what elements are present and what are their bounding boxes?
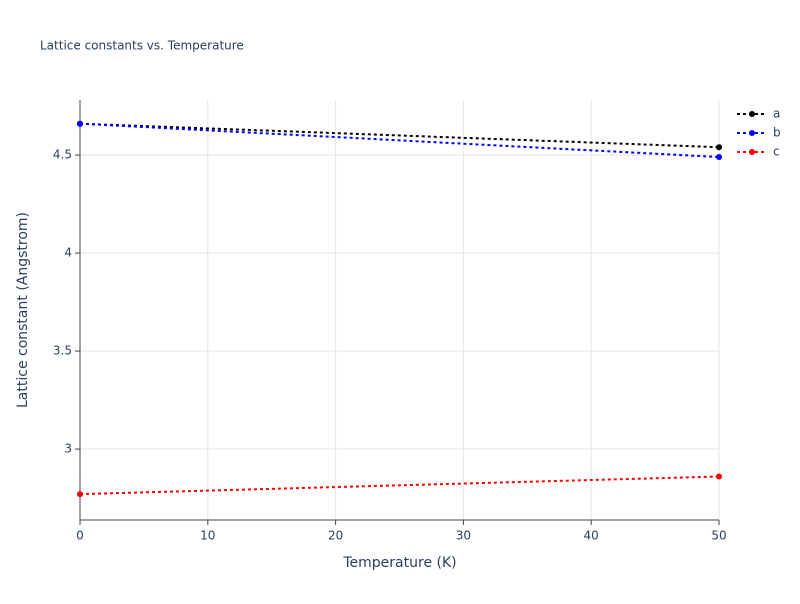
x-tick-label: 0 — [76, 529, 84, 543]
y-tick-label: 4 — [64, 246, 72, 260]
x-axis-title: Temperature (K) — [342, 555, 456, 571]
x-tick-label: 50 — [711, 529, 726, 543]
legend-marker — [749, 149, 755, 155]
legend-label: c — [773, 145, 780, 159]
series-line — [79, 122, 720, 149]
marker — [716, 154, 722, 161]
x-tick-label: 10 — [200, 529, 215, 543]
marker — [716, 144, 722, 151]
legend-marker — [749, 130, 755, 136]
legend-label: a — [773, 107, 780, 121]
marker — [77, 120, 83, 127]
y-tick-label: 4.5 — [53, 148, 72, 162]
y-axis-title: Lattice constant (Angstrom) — [15, 212, 31, 408]
x-tick-label: 40 — [584, 529, 599, 543]
y-tick-label: 3 — [64, 442, 72, 456]
legend-marker — [749, 111, 755, 117]
legend-label: b — [773, 126, 781, 140]
series-line — [79, 122, 720, 159]
x-tick-label: 20 — [328, 529, 343, 543]
marker — [77, 491, 83, 498]
series-line — [79, 475, 720, 496]
x-tick-label: 30 — [456, 529, 471, 543]
chart-title: Lattice constants vs. Temperature — [40, 39, 244, 53]
marker — [716, 473, 722, 480]
y-tick-label: 3.5 — [53, 344, 72, 358]
